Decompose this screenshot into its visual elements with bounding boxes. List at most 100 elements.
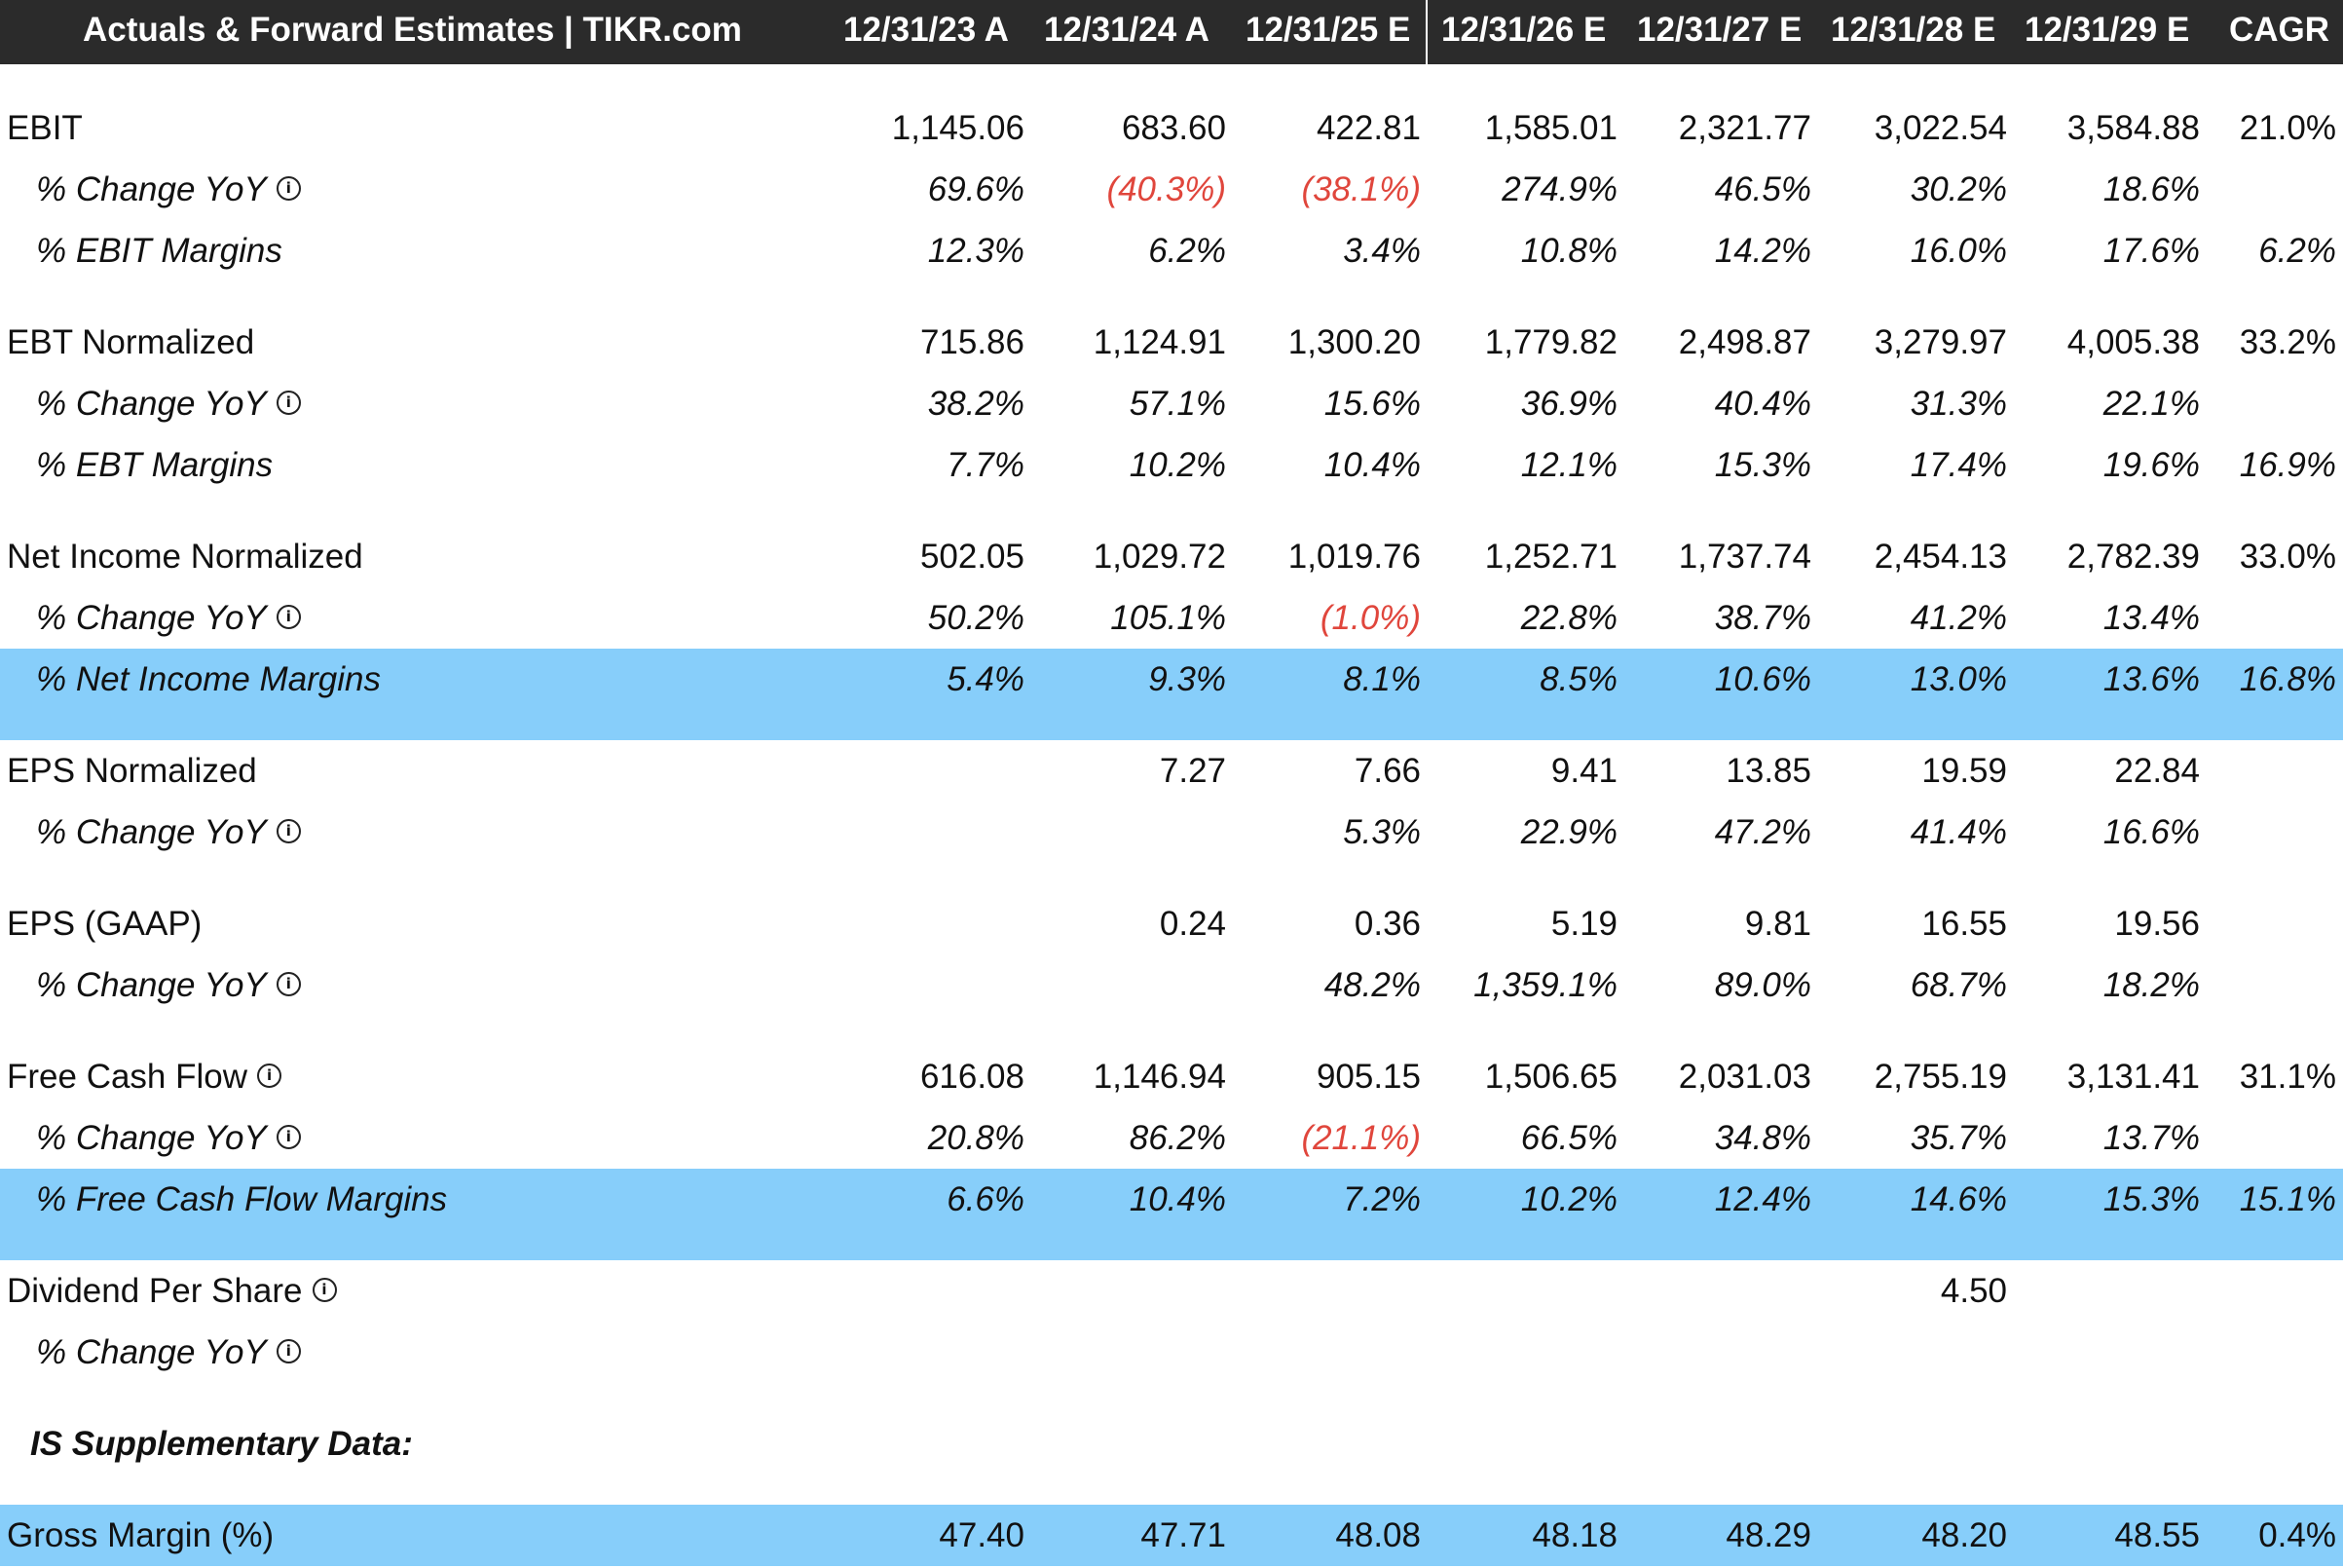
cell-cagr	[2122, 954, 2336, 1016]
cell-2024: 0.24	[1159, 905, 1226, 943]
cell-2023	[810, 954, 1024, 1016]
cell-2028: 30.2%	[1910, 170, 2007, 208]
cell-2023	[810, 1260, 1024, 1322]
cell-2029: 22.84	[2114, 752, 2200, 790]
cell-2028: 16.0%	[1910, 232, 2007, 270]
cell-2024: 105.1%	[1110, 599, 1226, 637]
cell-2026: 9.41	[1550, 752, 1618, 790]
col-header-2025[interactable]: 12/31/25 E	[1246, 11, 1411, 49]
cell-2025: 7.2%	[1343, 1180, 1421, 1218]
cell-2029: 16.6%	[2102, 813, 2200, 851]
col-header-2024[interactable]: 12/31/24 A	[1044, 11, 1209, 49]
row-label-text: % Net Income Margins	[36, 660, 382, 698]
cell-2025: 10.4%	[1323, 446, 1421, 484]
cell-2024: 7.27	[1159, 752, 1226, 790]
cell-2029: 22.1%	[2102, 385, 2200, 423]
row-label: % Change YoY i	[36, 587, 301, 649]
table-row: EPS (GAAP) 0.24 0.36 5.19 9.81 16.55 19.56	[0, 893, 2343, 954]
cell-2027: 47.2%	[1714, 813, 1811, 851]
cell-2023: 1,145.06	[891, 109, 1024, 147]
info-icon[interactable]: i	[276, 176, 301, 202]
cell-2026: 274.9%	[1502, 170, 1618, 208]
cell-cagr: 0.4%	[2258, 1516, 2336, 1554]
cell-cagr	[2122, 893, 2336, 954]
cell-cagr	[2122, 1322, 2336, 1383]
cell-2025: 48.2%	[1323, 966, 1421, 1004]
table-row: Dividend Per Share i 4.50	[0, 1260, 2343, 1322]
info-icon[interactable]: i	[276, 819, 301, 844]
cell-2027: 2,031.03	[1678, 1058, 1811, 1096]
cell-2028: 41.2%	[1910, 599, 2007, 637]
cell-2023: 616.08	[919, 1058, 1024, 1096]
row-label: Dividend Per Share i	[7, 1260, 337, 1322]
row-label-text: Net Income Normalized	[7, 538, 363, 576]
cell-2028: 16.55	[1921, 905, 2007, 943]
cell-2025	[1207, 1260, 1421, 1322]
cell-2023: 38.2%	[927, 385, 1024, 423]
col-header-2023[interactable]: 12/31/23 A	[843, 11, 1009, 49]
cell-2024: 47.71	[1140, 1516, 1226, 1554]
header-title: Actuals & Forward Estimates | TIKR.com	[83, 11, 742, 49]
cell-2023: 47.40	[939, 1516, 1024, 1554]
row-label: % Change YoY i	[36, 802, 301, 863]
cell-2029: 15.3%	[2102, 1180, 2200, 1218]
cell-2028: 31.3%	[1910, 385, 2007, 423]
cell-2023	[810, 1413, 1024, 1475]
col-header-cagr[interactable]: CAGR	[2229, 11, 2330, 49]
table-row: % Change YoY i	[0, 1322, 2343, 1383]
cell-2023: 502.05	[919, 538, 1024, 576]
cell-2027: 1,737.74	[1678, 538, 1811, 576]
cell-2028	[1793, 1413, 2007, 1475]
cell-2024: 1,029.72	[1093, 538, 1226, 576]
cell-2024: 9.3%	[1148, 660, 1226, 698]
info-icon[interactable]: i	[312, 1278, 337, 1303]
cell-2027: 48.29	[1726, 1516, 1811, 1554]
table-row: Gross Margin (%) 47.40 47.71 48.08 48.18 48.2…	[0, 1505, 2343, 1566]
info-icon[interactable]: i	[276, 1339, 301, 1364]
cell-2025: (21.1%)	[1301, 1119, 1421, 1157]
cell-2025: 5.3%	[1343, 813, 1421, 851]
table-row: % Change YoY i 69.6% (40.3%) (38.1%) 274.9% 46…	[0, 159, 2343, 220]
cell-cagr: 16.8%	[2239, 660, 2336, 698]
cell-2023: 50.2%	[927, 599, 1024, 637]
cell-2027: 14.2%	[1714, 232, 1811, 270]
col-header-2027[interactable]: 12/31/27 E	[1637, 11, 1803, 49]
cell-cagr: 33.0%	[2239, 538, 2336, 576]
info-icon[interactable]: i	[276, 1125, 301, 1150]
cell-2029: 18.6%	[2102, 170, 2200, 208]
row-label: IS Supplementary Data:	[30, 1413, 413, 1475]
cell-2028: 3,279.97	[1874, 323, 2007, 361]
cell-2028	[1793, 1322, 2007, 1383]
cell-2028: 3,022.54	[1874, 109, 2007, 147]
cell-2028: 4.50	[1940, 1272, 2007, 1310]
cell-2023	[810, 802, 1024, 863]
cell-2029: 13.7%	[2102, 1119, 2200, 1157]
cell-2028: 2,755.19	[1874, 1058, 2007, 1096]
row-label-text: % EBT Margins	[36, 446, 274, 484]
table-row: % Free Cash Flow Margins 6.6% 10.4% 7.2% 10.…	[0, 1169, 2343, 1260]
col-header-2029[interactable]: 12/31/29 E	[2025, 11, 2190, 49]
cell-2026: 5.19	[1550, 905, 1618, 943]
row-label: % EBT Margins	[36, 434, 273, 496]
cell-2023: 5.4%	[947, 660, 1024, 698]
row-label: Free Cash Flow i	[7, 1046, 282, 1107]
cell-2026: 36.9%	[1520, 385, 1618, 423]
cell-2027: 40.4%	[1714, 385, 1811, 423]
cell-2024: 86.2%	[1129, 1119, 1226, 1157]
col-header-2026[interactable]: 12/31/26 E	[1441, 11, 1607, 49]
cell-2027: 2,321.77	[1678, 109, 1811, 147]
row-label: Gross Margin (%)	[7, 1505, 274, 1566]
cell-2028: 17.4%	[1910, 446, 2007, 484]
row-label-text: EBT Normalized	[7, 323, 255, 361]
info-icon[interactable]: i	[276, 391, 301, 416]
cell-2027: 89.0%	[1714, 966, 1811, 1004]
info-icon[interactable]: i	[257, 1064, 282, 1089]
cell-2024: 10.2%	[1129, 446, 1226, 484]
col-header-2028[interactable]: 12/31/28 E	[1831, 11, 1996, 49]
cell-cagr	[2122, 587, 2336, 649]
cell-2023	[810, 893, 1024, 954]
cell-2026: 1,779.82	[1484, 323, 1618, 361]
info-icon[interactable]: i	[276, 972, 301, 997]
cell-2025: 3.4%	[1343, 232, 1421, 270]
info-icon[interactable]: i	[276, 605, 301, 630]
